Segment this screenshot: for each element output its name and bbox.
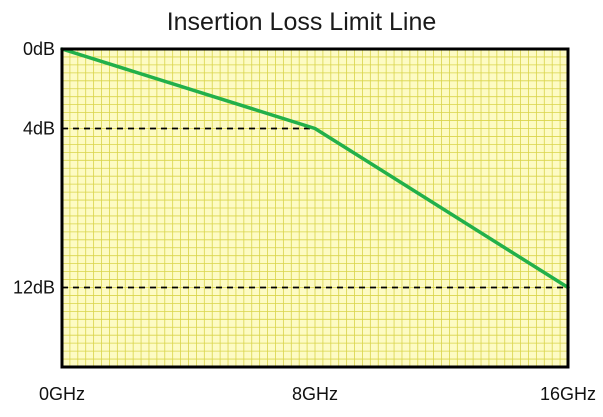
x-tick-label: 8GHz: [292, 384, 338, 404]
series-layer: [60, 47, 570, 290]
plot-frame: [60, 47, 570, 369]
chart-title: Insertion Loss Limit Line: [166, 8, 437, 36]
tick-labels: 0dB 4dB 12dB 0GHz 8GHz 16GHz: [13, 39, 596, 404]
y-tick-label: 0dB: [23, 39, 55, 59]
x-tick-label: 0GHz: [39, 384, 85, 404]
series-line-0: [60, 47, 570, 290]
y-tick-label: 12dB: [13, 278, 55, 298]
reference-lines: [62, 127, 568, 289]
grid-lines: [62, 49, 568, 367]
x-tick-label: 16GHz: [540, 384, 596, 404]
y-tick-label: 4dB: [23, 119, 55, 139]
